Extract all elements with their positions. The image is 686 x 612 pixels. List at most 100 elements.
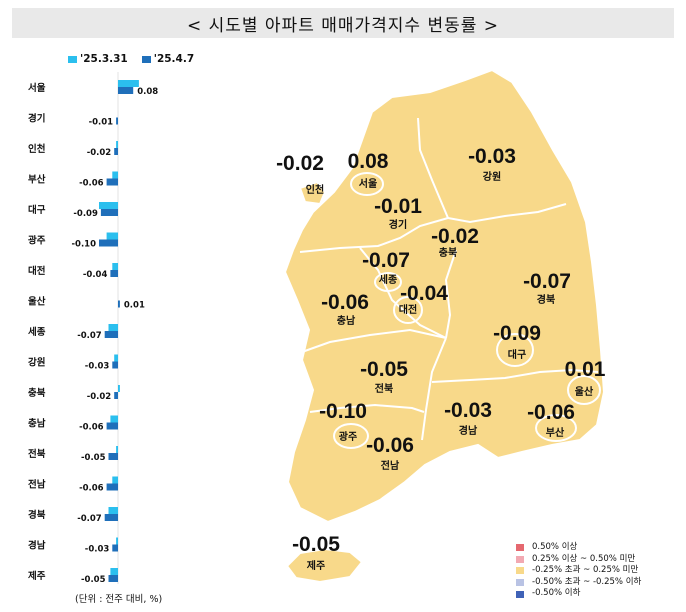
map-legend-swatch	[516, 579, 524, 587]
category-label: 충남	[28, 418, 46, 430]
map-value-label: -0.07	[523, 270, 571, 293]
bar-prev-week	[112, 476, 118, 484]
data-label: -0.03	[85, 362, 110, 372]
map-legend-row: -0.50% 이하	[516, 588, 641, 600]
map-value-label: -0.10	[319, 400, 367, 423]
map-region-name: 부산	[546, 426, 565, 439]
category-label: 경기	[28, 113, 45, 125]
map-legend-swatch	[516, 567, 524, 575]
map-legend-row: -0.50% 초과 ~ -0.25% 이하	[516, 577, 641, 589]
bar-this-week	[116, 117, 118, 125]
map-region-name: 경기	[389, 218, 407, 231]
legend-swatch-2025-03-31	[68, 55, 77, 63]
data-label: -0.05	[81, 575, 106, 585]
category-label: 광주	[28, 235, 46, 247]
border-gyeonggi-gangwon	[417, 117, 449, 219]
bar-this-week	[100, 209, 118, 216]
category-label: 충북	[28, 387, 46, 399]
map-value-label: -0.03	[444, 399, 492, 422]
data-label: -0.10	[72, 240, 97, 250]
bar-this-week	[118, 300, 120, 308]
data-label: -0.09	[73, 209, 98, 219]
bar-prev-week	[116, 141, 118, 148]
map-legend-label: 0.50% 이상	[532, 542, 578, 552]
bar-prev-week	[106, 232, 118, 240]
map-value-label: -0.02	[276, 152, 324, 175]
legend-item-2025-04-07: '25.4.7	[141, 53, 194, 65]
border-chungbuk-gyeongbuk-south	[444, 249, 457, 339]
unit-note: (단위 : 전주 대비, %)	[75, 594, 163, 605]
data-label: -0.04	[83, 270, 108, 280]
map-value-label: -0.06	[527, 401, 575, 424]
map-value-label: -0.07	[362, 249, 410, 272]
map-legend-row: -0.25% 초과 ~ 0.25% 미만	[516, 565, 641, 577]
bar-this-week	[104, 331, 118, 338]
category-label: 강원	[28, 357, 45, 369]
bar-this-week	[108, 575, 118, 582]
busan-shape	[535, 414, 577, 442]
data-label: -0.06	[79, 423, 104, 433]
ulsan-shape	[567, 375, 601, 405]
map-region-name: 광주	[339, 431, 357, 443]
border-gyeongbuk-gyeongnam	[431, 368, 599, 383]
bar-prev-week	[114, 354, 118, 362]
category-label: 대전	[28, 265, 45, 277]
bar-prev-week	[118, 80, 139, 87]
bar-prev-week	[116, 446, 118, 453]
bar-this-week	[106, 483, 118, 491]
data-label: -0.05	[81, 453, 106, 463]
bar-this-week	[104, 514, 118, 521]
bar-prev-week	[118, 385, 120, 392]
legend-label-2025-03-31: '25.3.31	[80, 53, 128, 65]
map-legend-label: -0.50% 초과 ~ -0.25% 이하	[532, 576, 642, 587]
incheon-shape	[298, 180, 327, 206]
map-value-label: -0.06	[321, 291, 369, 314]
map-value-label: -0.09	[493, 322, 541, 345]
category-label: 세종	[28, 326, 46, 338]
map-value-label: -0.05	[292, 533, 340, 556]
bar-prev-week	[112, 171, 118, 179]
map-region-name: 인천	[306, 183, 324, 196]
category-label: 울산	[28, 296, 46, 308]
bar-prev-week	[108, 507, 118, 514]
map-value-label: 0.01	[565, 358, 606, 381]
bar-prev-week	[110, 415, 118, 423]
border-gyeonggi-chungbuk	[299, 217, 449, 253]
data-label: 0.08	[137, 87, 158, 97]
map-legend-label: -0.25% 초과 ~ 0.25% 미만	[532, 565, 639, 576]
category-label: 인천	[28, 144, 45, 155]
jeju-shape	[285, 547, 364, 584]
data-label: -0.07	[77, 514, 102, 524]
bar-this-week	[106, 178, 118, 186]
map-value-label: -0.02	[431, 225, 479, 248]
bar-this-week	[99, 239, 118, 247]
map-legend-label: 0.25% 이상 ~ 0.50% 미만	[532, 553, 636, 564]
map-region-name: 전북	[375, 382, 393, 395]
category-label: 전남	[28, 479, 46, 491]
chart-title: < 시도별 아파트 매매가격지수 변동률 >	[12, 8, 674, 38]
category-label: 전북	[28, 448, 46, 460]
gwangju-shape	[333, 423, 369, 449]
map-region-name: 강원	[483, 170, 501, 183]
bar-this-week	[108, 453, 118, 460]
map-region-name: 대전	[399, 303, 417, 316]
bar-prev-week	[108, 324, 118, 331]
map-region-name: 대구	[508, 348, 526, 361]
border-jeonbuk-gyeongnam	[421, 337, 447, 441]
category-label: 제주	[28, 570, 46, 582]
legend-swatch-2025-04-07	[141, 55, 151, 63]
map-legend-swatch	[516, 555, 524, 563]
map-regions	[283, 68, 606, 584]
bar-this-week	[114, 148, 118, 155]
map-region-name: 제주	[307, 559, 325, 572]
data-label: -0.01	[89, 118, 114, 128]
bar-this-week	[112, 361, 118, 369]
bar-prev-week	[99, 202, 118, 209]
map-legend-swatch	[516, 590, 524, 598]
data-label: -0.06	[79, 179, 104, 189]
map-region-name: 충남	[337, 314, 356, 327]
map-region-name: 서울	[359, 177, 377, 190]
